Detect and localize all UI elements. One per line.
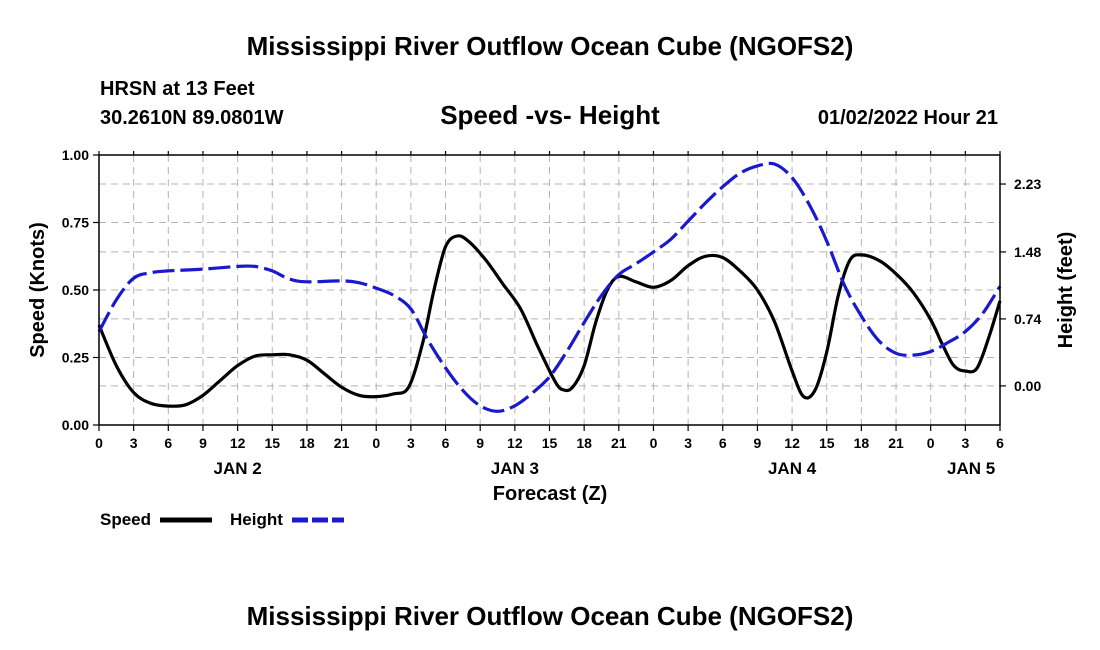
date-label: JAN 3 xyxy=(491,459,539,478)
axis-ticks: 0 3 6 9 12 15 18 21 0 3 6 9 12 15 18 21 0 3 6 9 12 15 18 21 0 3 6 0… xyxy=(62,147,1042,478)
y2-tick-label: 0.74 xyxy=(1014,311,1041,327)
y-tick-label: 0.75 xyxy=(62,215,89,231)
height-series-line xyxy=(97,161,1002,413)
x-tick-label: 18 xyxy=(299,435,315,451)
x-tick-label: 12 xyxy=(784,435,800,451)
x-tick-label: 12 xyxy=(507,435,523,451)
x-tick-label: 0 xyxy=(95,435,103,451)
y-tick-label: 0.25 xyxy=(62,350,89,366)
x-tick-label: 9 xyxy=(199,435,207,451)
date-label: JAN 2 xyxy=(214,459,262,478)
x-tick-label: 3 xyxy=(684,435,692,451)
x-tick-label: 12 xyxy=(230,435,246,451)
x-tick-label: 9 xyxy=(754,435,762,451)
x-tick-label: 15 xyxy=(542,435,558,451)
speed-series-line xyxy=(97,234,1002,408)
x-tick-label: 15 xyxy=(819,435,835,451)
x-tick-label: 0 xyxy=(927,435,935,451)
y2-tick-label: 0.00 xyxy=(1014,378,1041,394)
grid xyxy=(99,155,1000,425)
y2-tick-label: 2.23 xyxy=(1014,176,1041,192)
x-tick-label: 0 xyxy=(372,435,380,451)
x-tick-label: 3 xyxy=(130,435,138,451)
x-tick-label: 3 xyxy=(961,435,969,451)
date-label: JAN 5 xyxy=(947,459,995,478)
datetime-label: 01/02/2022 Hour 21 xyxy=(818,107,998,129)
page-title: Mississippi River Outflow Ocean Cube (NG… xyxy=(247,31,854,61)
plot-frame xyxy=(98,154,1001,426)
y-tick-label: 1.00 xyxy=(62,147,89,163)
station-label: HRSN at 13 Feet xyxy=(100,78,255,100)
y-axis-label: Speed (Knots) xyxy=(27,222,49,358)
x-tick-label: 6 xyxy=(164,435,172,451)
chart-title: Speed -vs- Height xyxy=(440,100,660,130)
x-tick-label: 3 xyxy=(407,435,415,451)
x-tick-label: 0 xyxy=(650,435,658,451)
x-tick-label: 21 xyxy=(888,435,904,451)
legend-label-height: Height xyxy=(230,510,283,529)
x-tick-label: 6 xyxy=(442,435,450,451)
y-tick-label: 0.00 xyxy=(62,417,89,433)
x-axis-label: Forecast (Z) xyxy=(493,483,607,505)
legend-label-speed: Speed xyxy=(100,510,151,529)
x-tick-label: 21 xyxy=(611,435,627,451)
legend: Speed Height xyxy=(100,510,344,529)
x-tick-label: 21 xyxy=(334,435,350,451)
x-tick-label: 6 xyxy=(719,435,727,451)
footer-title: Mississippi River Outflow Ocean Cube (NG… xyxy=(247,601,854,631)
x-tick-label: 6 xyxy=(996,435,1004,451)
y-tick-label: 0.50 xyxy=(62,282,89,298)
y2-tick-label: 1.48 xyxy=(1014,244,1041,260)
x-tick-label: 9 xyxy=(476,435,484,451)
x-tick-label: 15 xyxy=(264,435,280,451)
y2-axis-label: Height (feet) xyxy=(1055,232,1077,349)
series xyxy=(97,161,1002,413)
location-label: 30.2610N 89.0801W xyxy=(100,107,284,129)
x-tick-label: 18 xyxy=(576,435,592,451)
x-tick-label: 18 xyxy=(854,435,870,451)
date-label: JAN 4 xyxy=(768,459,817,478)
